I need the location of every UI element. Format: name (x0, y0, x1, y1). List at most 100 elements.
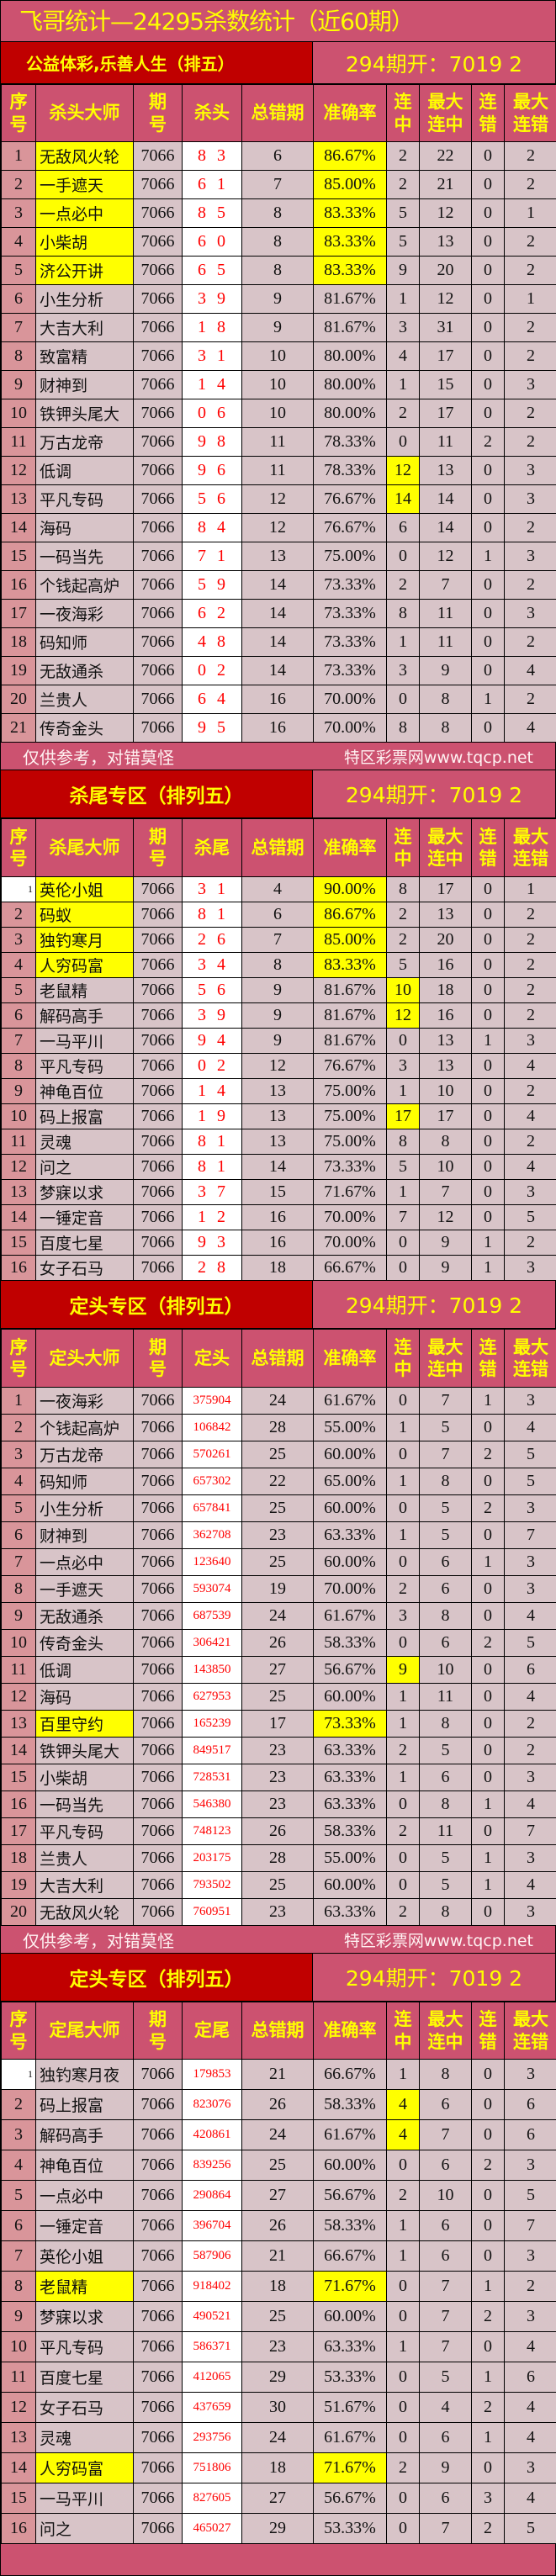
cell-streak-miss: 0 (472, 1468, 505, 1495)
cell-streak-miss: 0 (472, 877, 505, 902)
cell-seq: 16 (2, 571, 36, 600)
site-link[interactable]: 特区彩票网www.tqcp.net (344, 1928, 533, 1951)
cell-seq: 16 (2, 1256, 36, 1281)
cell-streak-hit: 14 (387, 485, 420, 514)
cell-master: 平凡专码 (36, 1054, 134, 1079)
cell-streak-hit: 2 (387, 928, 420, 953)
cell-total-miss: 6 (242, 142, 314, 171)
cell-accuracy: 60.00% (314, 1441, 387, 1468)
cell-max-streak-hit: 12 (420, 542, 472, 571)
cell-streak-miss: 0 (472, 1003, 505, 1029)
cell-total-miss: 14 (242, 1155, 314, 1180)
disclaimer-text: 仅供参考，对错莫怪 (23, 1928, 174, 1952)
cell-pick: 593074 (183, 1576, 242, 1603)
cell-max-streak-miss: 6 (505, 2120, 556, 2150)
cell-streak-miss: 2 (472, 1495, 505, 1522)
cell-total-miss: 26 (242, 1818, 314, 1845)
cell-accuracy: 73.33% (314, 628, 387, 657)
cell-seq: 5 (2, 257, 36, 285)
cell-max-streak-hit: 12 (420, 1205, 472, 1230)
cell-streak-miss: 0 (472, 314, 505, 342)
cell-seq: 10 (2, 399, 36, 428)
cell-streak-hit: 0 (387, 2362, 420, 2393)
cell-accuracy: 81.67% (314, 285, 387, 314)
cell-accuracy: 63.33% (314, 1738, 387, 1764)
cell-max-streak-miss: 5 (505, 2181, 556, 2211)
cell-streak-miss: 1 (472, 542, 505, 571)
cell-pick: 1 2 (183, 1205, 242, 1230)
cell-streak-miss: 2 (472, 2150, 505, 2181)
cell-streak-miss: 2 (472, 1441, 505, 1468)
cell-master: 财神到 (36, 1522, 134, 1549)
cell-streak-hit: 4 (387, 2120, 420, 2150)
cell-total-miss: 9 (242, 285, 314, 314)
cell-max-streak-hit: 21 (420, 171, 472, 199)
section-header: 定头专区（排列五） 294期开：7019 2 (1, 1281, 555, 1329)
col-header-label: 连错 (479, 826, 497, 870)
cell-period: 7066 (134, 457, 183, 485)
cell-seq: 11 (2, 1129, 36, 1155)
cell-accuracy: 71.67% (314, 2453, 387, 2483)
cell-accuracy: 66.67% (314, 2241, 387, 2272)
cell-max-streak-miss: 4 (505, 657, 556, 685)
cell-seq: 4 (2, 953, 36, 978)
cell-seq: 7 (2, 1549, 36, 1576)
col-header-max-streak-miss: 最大连错 (505, 85, 556, 142)
col-header-pick: 杀头 (183, 85, 242, 142)
cell-max-streak-hit: 5 (420, 1495, 472, 1522)
cell-total-miss: 27 (242, 2483, 314, 2514)
cell-seq: 2 (2, 2090, 36, 2120)
cell-period: 7066 (134, 399, 183, 428)
cell-streak-hit: 0 (387, 685, 420, 714)
col-header-master: 杀尾大师 (36, 819, 134, 877)
cell-streak-miss: 0 (472, 902, 505, 928)
cell-master: 梦寐以求 (36, 1180, 134, 1205)
cell-streak-hit: 2 (387, 171, 420, 199)
cell-master: 小生分析 (36, 1495, 134, 1522)
cell-streak-hit: 4 (387, 2090, 420, 2120)
cell-seq: 12 (2, 1684, 36, 1711)
cell-master: 英伦小姐 (36, 2241, 134, 2272)
col-header-label: 连中 (394, 2008, 412, 2053)
cell-pick: 123640 (183, 1549, 242, 1576)
cell-total-miss: 28 (242, 1415, 314, 1441)
cell-total-miss: 22 (242, 1468, 314, 1495)
cell-max-streak-hit: 7 (420, 1441, 472, 1468)
cell-seq: 15 (2, 542, 36, 571)
cell-max-streak-hit: 7 (420, 571, 472, 600)
site-link[interactable]: 特区彩票网www.tqcp.net (344, 745, 533, 768)
cell-max-streak-hit: 5 (420, 1415, 472, 1441)
cell-max-streak-miss: 2 (505, 399, 556, 428)
cell-pick: 179853 (183, 2060, 242, 2090)
cell-master: 灵魂 (36, 2423, 134, 2453)
cell-total-miss: 15 (242, 1180, 314, 1205)
cell-streak-miss: 2 (472, 2393, 505, 2423)
cell-pick: 8 1 (183, 1129, 242, 1155)
cell-master: 一点必中 (36, 199, 134, 228)
cell-streak-hit: 0 (387, 2272, 420, 2302)
cell-master: 低调 (36, 1657, 134, 1684)
cell-streak-miss: 0 (472, 928, 505, 953)
cell-accuracy: 60.00% (314, 1495, 387, 1522)
cell-streak-miss: 0 (472, 1684, 505, 1711)
cell-streak-miss: 0 (472, 600, 505, 628)
cell-streak-miss: 0 (472, 1180, 505, 1205)
cell-streak-hit: 2 (387, 1738, 420, 1764)
cell-master: 铁钾头尾大 (36, 399, 134, 428)
cell-total-miss: 23 (242, 1738, 314, 1764)
cell-max-streak-miss: 2 (505, 1003, 556, 1029)
cell-seq: 5 (2, 978, 36, 1003)
cell-max-streak-miss: 2 (505, 1129, 556, 1155)
cell-pick: 3 9 (183, 285, 242, 314)
cell-pick: 9 3 (183, 1230, 242, 1256)
cell-pick: 396704 (183, 2211, 242, 2241)
cell-streak-hit: 0 (387, 1230, 420, 1256)
